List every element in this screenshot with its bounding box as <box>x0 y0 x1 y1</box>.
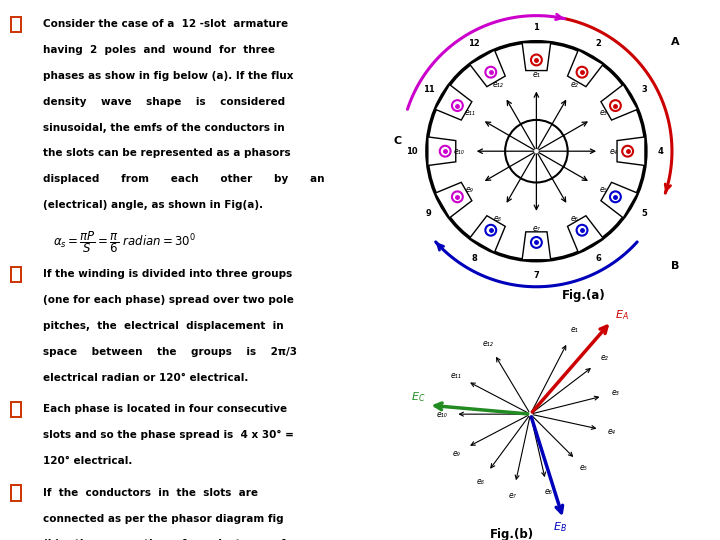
Polygon shape <box>428 137 456 165</box>
Text: (b) ,  the  summation  of  conductors emfs: (b) , the summation of conductors emfs <box>42 539 292 540</box>
Text: e₇: e₇ <box>533 224 540 233</box>
Text: e₈: e₈ <box>494 213 502 222</box>
Text: e₁₀: e₁₀ <box>454 147 464 156</box>
Text: Each phase is located in four consecutive: Each phase is located in four consecutiv… <box>42 404 287 415</box>
Text: Fig.(b): Fig.(b) <box>490 528 534 540</box>
Text: e₆: e₆ <box>571 213 579 222</box>
Text: e₃: e₃ <box>599 108 607 117</box>
Text: sinusoidal, the emfs of the conductors in: sinusoidal, the emfs of the conductors i… <box>42 123 284 133</box>
Polygon shape <box>522 232 551 260</box>
Text: A: A <box>671 37 680 47</box>
Text: e₉: e₉ <box>452 449 460 457</box>
Text: $E_A$: $E_A$ <box>615 308 629 322</box>
Text: e₁₁: e₁₁ <box>464 108 475 117</box>
Text: (electrical) angle, as shown in Fig(a).: (electrical) angle, as shown in Fig(a). <box>42 200 263 211</box>
Text: $\alpha_s = \dfrac{\pi P}{S} = \dfrac{\pi}{6}\ radian = 30^0$: $\alpha_s = \dfrac{\pi P}{S} = \dfrac{\p… <box>53 229 197 255</box>
Text: 4: 4 <box>657 147 663 156</box>
Text: Fig.(a): Fig.(a) <box>562 288 606 302</box>
Polygon shape <box>601 183 637 218</box>
FancyBboxPatch shape <box>11 485 21 501</box>
Text: electrical radian or 120° electrical.: electrical radian or 120° electrical. <box>42 373 248 383</box>
Text: 9: 9 <box>426 209 432 218</box>
Text: 8: 8 <box>472 254 477 263</box>
Circle shape <box>452 100 463 111</box>
Text: $E_C$: $E_C$ <box>410 390 425 404</box>
Text: e₉: e₉ <box>466 185 474 194</box>
Circle shape <box>440 146 451 157</box>
Text: e₂: e₂ <box>600 353 608 362</box>
Text: e₁₂: e₁₂ <box>482 339 493 348</box>
Text: pitches,  the  electrical  displacement  in: pitches, the electrical displacement in <box>42 321 284 332</box>
Text: e₁₂: e₁₂ <box>492 80 503 89</box>
Text: e₇: e₇ <box>509 491 517 500</box>
Circle shape <box>531 55 542 65</box>
Text: 10: 10 <box>407 147 418 156</box>
Text: Consider the case of a  12 -slot  armature: Consider the case of a 12 -slot armature <box>42 19 288 29</box>
Polygon shape <box>436 183 472 218</box>
Text: If  the  conductors  in  the  slots  are: If the conductors in the slots are <box>42 488 258 498</box>
Text: e₄: e₄ <box>608 427 616 436</box>
Circle shape <box>577 225 588 235</box>
FancyBboxPatch shape <box>11 402 21 417</box>
Polygon shape <box>469 215 505 252</box>
Text: e₂: e₂ <box>571 80 579 89</box>
Polygon shape <box>522 43 551 71</box>
Text: density    wave    shape    is    considered: density wave shape is considered <box>42 97 285 107</box>
Circle shape <box>610 191 621 202</box>
Text: 3: 3 <box>641 85 647 93</box>
Text: the slots can be represented as a phasors: the slots can be represented as a phasor… <box>42 148 290 159</box>
Circle shape <box>452 191 463 202</box>
Circle shape <box>531 237 542 248</box>
Text: e₁: e₁ <box>533 70 540 78</box>
Text: displaced      from      each      other      by      an: displaced from each other by an <box>42 174 324 185</box>
Text: 5: 5 <box>641 209 647 218</box>
Polygon shape <box>567 215 603 252</box>
Text: 12: 12 <box>469 39 480 48</box>
Text: e₆: e₆ <box>544 488 552 496</box>
Circle shape <box>577 67 588 78</box>
FancyBboxPatch shape <box>11 17 21 32</box>
Text: B: B <box>671 261 679 271</box>
Text: $E_B$: $E_B$ <box>554 520 567 534</box>
Text: 120° electrical.: 120° electrical. <box>42 456 132 467</box>
Text: e₁₀: e₁₀ <box>436 410 447 418</box>
Polygon shape <box>601 85 637 120</box>
Text: phases as show in fig below (a). If the flux: phases as show in fig below (a). If the … <box>42 71 293 81</box>
Polygon shape <box>469 50 505 87</box>
Text: e₈: e₈ <box>477 477 485 486</box>
Text: 2: 2 <box>595 39 601 48</box>
Text: (one for each phase) spread over two pole: (one for each phase) spread over two pol… <box>42 295 294 306</box>
Text: e₁: e₁ <box>570 325 578 334</box>
Text: connected as per the phasor diagram fig: connected as per the phasor diagram fig <box>42 514 284 524</box>
Text: If the winding is divided into three groups: If the winding is divided into three gro… <box>42 269 292 280</box>
Text: e₅: e₅ <box>599 185 607 194</box>
Circle shape <box>485 67 496 78</box>
Text: slots and so the phase spread is  4 x 30° =: slots and so the phase spread is 4 x 30°… <box>42 430 294 441</box>
Polygon shape <box>436 85 472 120</box>
Text: e₃: e₃ <box>611 388 619 397</box>
Polygon shape <box>567 50 603 87</box>
Text: 6: 6 <box>595 254 601 263</box>
Text: 7: 7 <box>534 271 539 280</box>
Text: C: C <box>394 136 402 146</box>
Text: e₁₁: e₁₁ <box>451 371 462 380</box>
Circle shape <box>485 225 496 235</box>
Circle shape <box>622 146 633 157</box>
Text: space    between    the    groups    is    2π/3: space between the groups is 2π/3 <box>42 347 297 357</box>
Text: e₅: e₅ <box>580 463 588 471</box>
Circle shape <box>610 100 621 111</box>
Text: e₄: e₄ <box>610 147 618 156</box>
Text: 1: 1 <box>534 23 539 32</box>
Text: having  2  poles  and  wound  for  three: having 2 poles and wound for three <box>42 45 275 55</box>
Text: 11: 11 <box>423 85 435 93</box>
FancyBboxPatch shape <box>11 267 21 282</box>
Polygon shape <box>617 137 645 165</box>
